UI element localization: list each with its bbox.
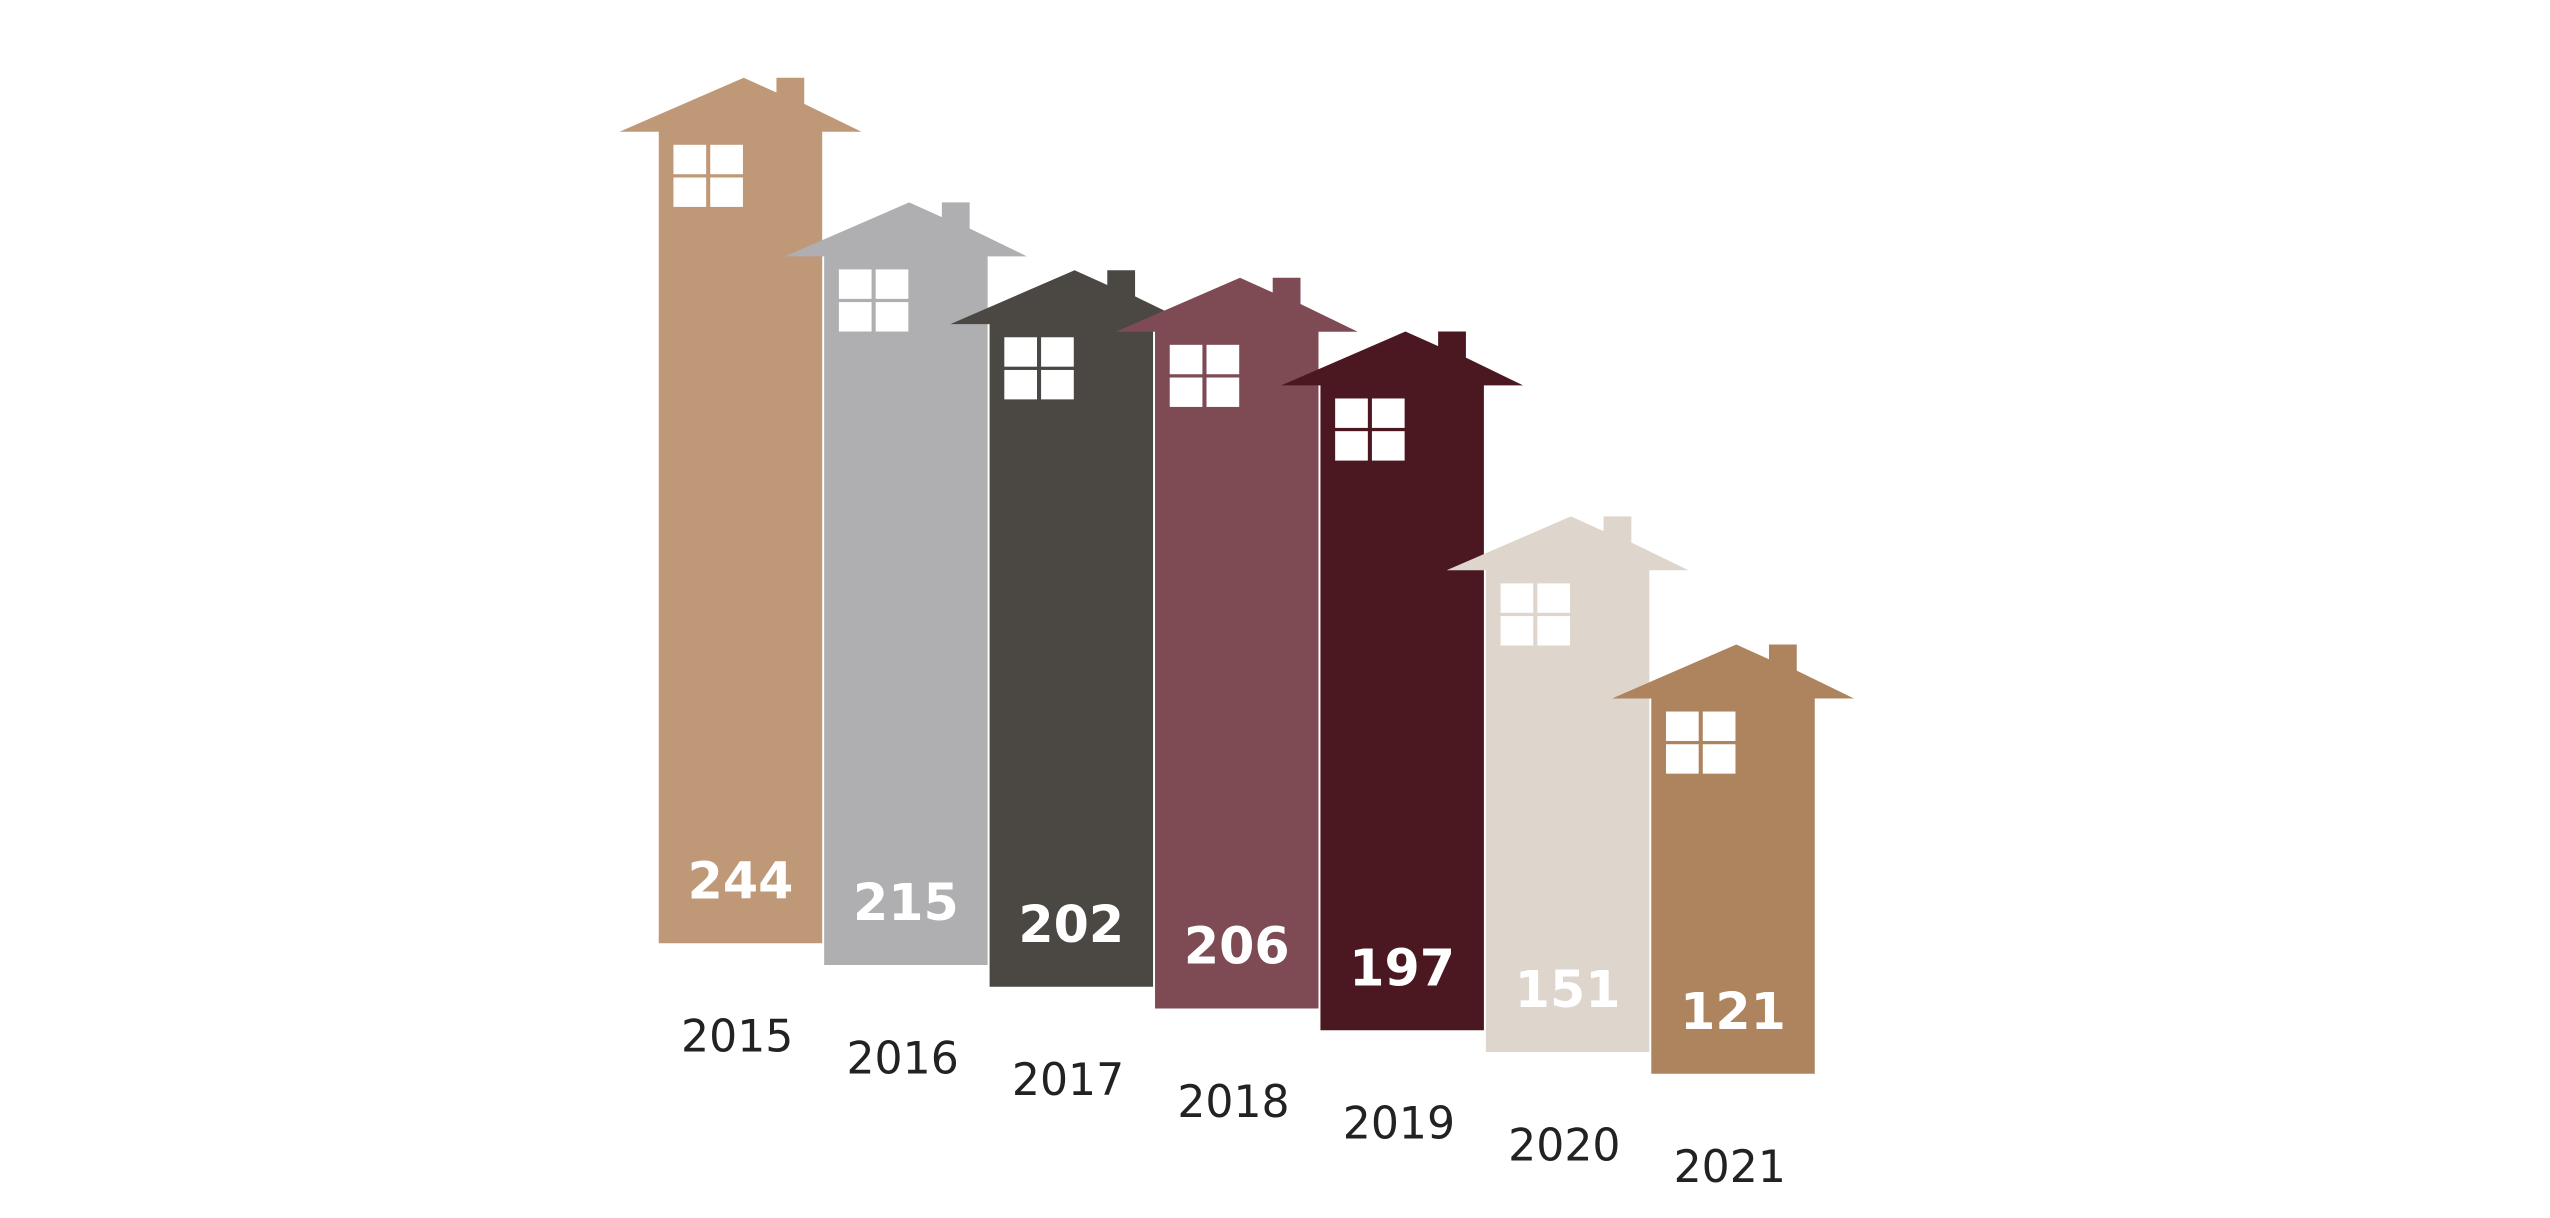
value-label: 121 [1680, 982, 1786, 1041]
window-pane [1371, 398, 1405, 428]
house-bar [950, 270, 1193, 987]
window-pane [838, 269, 872, 299]
window-pane [875, 302, 909, 332]
window-pane [1702, 744, 1736, 774]
window-pane [673, 144, 707, 175]
value-label: 202 [1018, 895, 1124, 954]
window-pane [1206, 377, 1240, 407]
window-pane [1041, 337, 1074, 367]
x-tick-label: 2018 [1177, 1077, 1289, 1128]
window-pane [1371, 431, 1405, 461]
house-bar [1446, 516, 1689, 1052]
window-pane [1537, 616, 1571, 646]
x-tick-label: 2019 [1343, 1099, 1455, 1150]
window-pane [1041, 369, 1074, 400]
window-pane [673, 177, 707, 207]
value-label: 244 [688, 851, 794, 910]
value-label: 206 [1184, 917, 1290, 976]
window-pane [1004, 369, 1037, 400]
x-tick-label: 2015 [681, 1012, 793, 1063]
x-tick-label: 2017 [1012, 1055, 1124, 1106]
window-pane [1702, 711, 1736, 741]
window-pane [1169, 377, 1203, 407]
house-bar [1115, 277, 1358, 1009]
window-pane [1206, 344, 1240, 375]
house-bar [619, 77, 862, 944]
window-pane [710, 144, 743, 175]
window-pane [1335, 431, 1368, 461]
window-pane [1004, 337, 1037, 367]
window-pane [710, 177, 743, 207]
x-tick-label: 2016 [846, 1033, 958, 1084]
x-tick-label: 2021 [1674, 1142, 1786, 1193]
value-label: 197 [1349, 938, 1455, 997]
window-pane [838, 302, 872, 332]
window-pane [1169, 344, 1203, 375]
window-pane [1500, 583, 1534, 613]
house-bar [784, 202, 1027, 966]
x-tick-label: 2020 [1508, 1120, 1620, 1171]
value-label: 151 [1515, 960, 1621, 1019]
window-pane [1666, 711, 1699, 741]
window-pane [1666, 744, 1699, 774]
window-pane [1537, 583, 1571, 613]
window-pane [1500, 616, 1534, 646]
window-pane [1335, 398, 1368, 428]
window-pane [875, 269, 909, 299]
value-label: 215 [853, 873, 959, 932]
house-bar [1281, 331, 1524, 1031]
